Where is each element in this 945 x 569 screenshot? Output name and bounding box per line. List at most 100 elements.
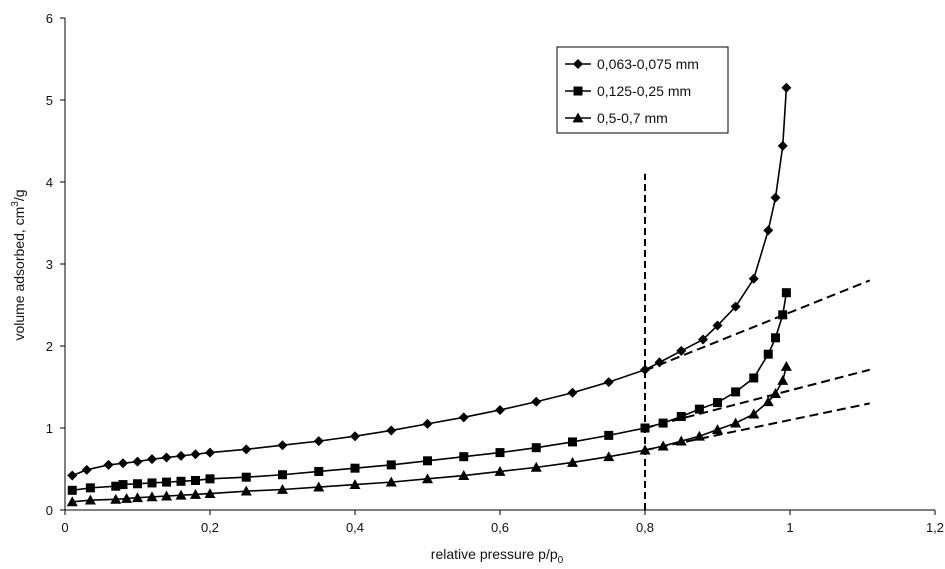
triangle-point [675,435,687,446]
legend-item: 0,125-0,25 mm [565,83,691,99]
square-point [459,452,469,462]
series-2 [67,288,791,495]
diamond-point [730,301,741,312]
diamond-point [770,192,781,203]
square-point [640,423,650,433]
square-point [241,472,251,482]
diamond-point [654,357,665,368]
triangle-point [780,361,792,371]
square-point [314,466,324,476]
diamond-point [132,456,143,467]
square-point [278,470,287,480]
triangle-point [161,490,172,501]
triangle-point [240,485,252,496]
diamond-point [277,440,288,451]
reference-lines [644,173,871,510]
diamond-point [241,444,252,455]
square-point [205,474,215,484]
square-point [531,443,541,453]
legend-items: 0,063-0,075 mm 0,125-0,25 mm 0,5-0,7 mm [565,56,699,126]
triangle-point [84,494,96,505]
diamond-point [118,458,128,469]
x-tick-label: 0,8 [636,520,654,535]
square-point [771,333,780,343]
diamond-point [712,320,723,331]
triangle-point [762,396,774,407]
triangle-point [657,440,669,451]
y-tick-label: 5 [46,93,53,108]
y-axis-ticks: 0 1 2 3 4 5 6 [46,11,65,518]
x-axis-title: relative pressure p/p0 [431,546,564,566]
triangle-point [277,484,288,494]
triangle-point [730,417,742,428]
triangle-point [748,408,760,419]
triangle-point [190,488,201,499]
series-1 [67,82,792,481]
diamond-point [103,459,114,470]
diamond-point [350,431,360,442]
y-axis-title: volume adsorbed, cm3/g [10,189,27,340]
triangle-point [121,493,133,503]
diamond-point [67,470,78,481]
square-point [67,485,77,495]
x-tick-label: 1 [786,520,793,535]
diamond-point [748,273,759,284]
square-point [778,310,788,320]
triangle-point [603,451,615,462]
legend-label: 0,063-0,075 mm [597,56,699,72]
triangle-point [567,456,578,467]
square-point [386,460,396,470]
y-tick-label: 4 [46,175,53,190]
legend-square-icon [573,86,583,96]
triangle-point [770,388,781,398]
square-point [781,288,791,298]
diamond-point [640,364,650,375]
legend-diamond-icon [573,59,583,69]
square-point [423,456,432,466]
y-tick-label: 0 [46,503,53,518]
diamond-point [147,454,157,465]
triangle-point [712,424,723,435]
diamond-point [313,436,324,447]
diamond-point [698,334,708,345]
triangle-point [146,491,158,502]
diamond-point [81,464,92,475]
diamond-point [676,345,687,356]
y-tick-label: 3 [46,257,53,272]
x-tick-label: 1,2 [926,520,944,535]
triangle-point [777,374,789,385]
triangle-point [385,476,397,487]
square-point [111,481,121,491]
legend-triangle-icon [572,112,584,123]
square-point [568,437,577,447]
square-point [694,404,704,414]
legend-label: 0,125-0,25 mm [597,83,691,99]
square-point [118,480,128,490]
square-point [133,479,142,489]
diamond-point [531,396,542,407]
square-point [495,448,505,458]
axes [64,18,935,511]
square-point [658,418,668,428]
extrapolation-line [644,279,871,372]
y-tick-label: 6 [46,11,53,26]
triangle-point [494,465,506,476]
x-tick-label: 0,2 [201,520,219,535]
diamond-point [386,425,397,436]
triangle-point [110,493,122,504]
legend-item: 0,063-0,075 mm [565,56,699,72]
triangle-point [349,479,361,489]
square-point [713,398,722,408]
y-tick-label: 2 [46,339,53,354]
square-point [763,349,773,359]
x-tick-label: 0,6 [491,520,509,535]
square-point [176,476,186,486]
diamond-point [603,377,614,388]
square-point [604,430,614,440]
x-axis-ticks: 0 0,2 0,4 0,6 0,8 1 1,2 [61,510,944,535]
diamond-point [763,225,774,236]
triangle-point [422,473,433,484]
diamond-point [190,449,201,460]
triangle-point [693,430,705,441]
diamond-point [777,140,788,151]
